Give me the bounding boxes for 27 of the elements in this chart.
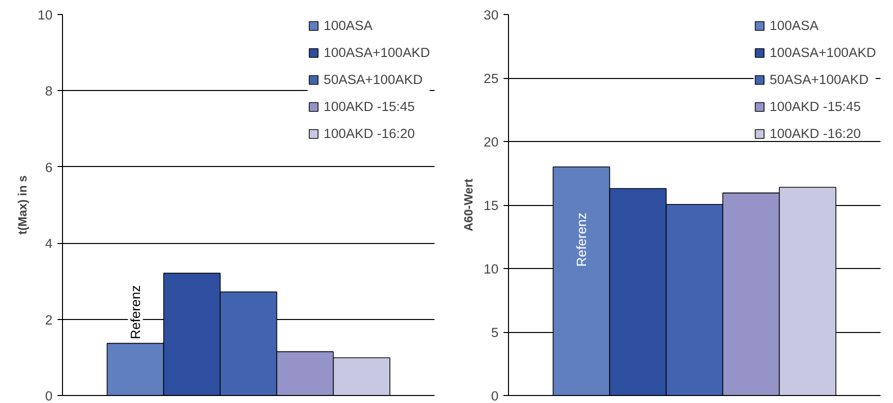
y-tick-label: 25 [484, 71, 499, 86]
y-tick-label: 15 [484, 198, 499, 213]
legend-label: 100ASA [770, 18, 819, 33]
y-tick-label: 30 [484, 8, 499, 22]
y-tick-label: 10 [38, 8, 53, 22]
legend-label: 100ASA [324, 18, 373, 33]
legend-label: 100AKD -15:45 [770, 99, 861, 114]
legend-label: 100ASA+100AKD [770, 45, 876, 60]
legend-label: 50ASA+100AKD [324, 72, 423, 87]
y-tick-label: 2 [45, 312, 53, 328]
y-tick-label: 0 [491, 388, 499, 403]
annotation: Referenz [128, 285, 143, 340]
annotation: Referenz [574, 212, 589, 267]
legend-label: 100AKD -15:45 [324, 99, 415, 114]
y-tick-label: 0 [45, 388, 53, 403]
y-axis-title: t(Max) in s [16, 175, 30, 235]
y-tick-label: 6 [45, 160, 53, 175]
y-axis-title: A60-Wert [462, 178, 476, 232]
y-tick-label: 20 [484, 134, 499, 150]
y-tick-label: 4 [45, 236, 54, 252]
y-tick-label: 8 [45, 84, 53, 99]
legend-label: 50ASA+100AKD [770, 72, 869, 87]
legend-label: 100ASA+100AKD [324, 45, 430, 60]
y-tick-label: 5 [491, 325, 499, 340]
legend-label: 100AKD -16:20 [324, 126, 415, 141]
legend-label: 100AKD -16:20 [770, 126, 861, 141]
y-tick-label: 10 [484, 262, 499, 276]
